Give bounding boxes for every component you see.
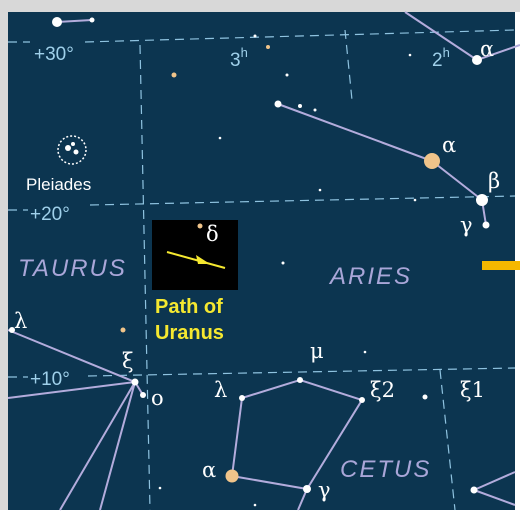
- star: [422, 394, 428, 400]
- path-arrow: [196, 255, 210, 264]
- star: [52, 17, 62, 27]
- star: [266, 45, 270, 49]
- dec-line: [84, 29, 516, 43]
- star: [281, 261, 285, 265]
- star-label: ξ2: [370, 378, 395, 402]
- star: [298, 104, 302, 108]
- star: [9, 327, 15, 333]
- star-label: γ: [318, 478, 331, 502]
- ra-label: 2h: [432, 45, 450, 71]
- star: [65, 145, 71, 151]
- pleiades-cluster: [57, 135, 87, 165]
- star: [274, 100, 282, 108]
- star: [482, 221, 490, 229]
- star: [239, 395, 245, 401]
- star: [424, 153, 440, 169]
- inset-star-label: δ: [206, 222, 219, 246]
- marker-bar: [482, 261, 520, 270]
- star-label: ξ: [122, 349, 134, 373]
- ra-label: 3h: [230, 45, 248, 71]
- line: [56, 19, 93, 23]
- constellation-label: TAURUS: [18, 255, 127, 282]
- cluster-ring: [57, 135, 87, 165]
- star: [89, 17, 95, 23]
- cluster-label: Pleiades: [26, 175, 91, 194]
- inset-caption: Uranus: [155, 322, 224, 344]
- star: [218, 136, 222, 140]
- uranus-path: [166, 251, 226, 269]
- star-label: ξ1: [460, 378, 485, 402]
- orange-stars: [120, 45, 440, 483]
- star: [476, 194, 488, 206]
- star: [71, 142, 75, 146]
- constellation-label: CETUS: [340, 456, 431, 483]
- star: [472, 55, 482, 65]
- star: [313, 108, 317, 112]
- star-label: λ: [14, 309, 27, 333]
- coordinate-grid: [8, 29, 516, 511]
- star: [285, 73, 289, 77]
- dec-label: +20°: [30, 204, 70, 225]
- ra-line: [344, 29, 456, 511]
- star: [408, 53, 412, 57]
- star-label: o: [151, 386, 164, 410]
- star: [197, 223, 203, 229]
- star: [120, 327, 126, 333]
- star: [171, 72, 177, 78]
- star: [318, 188, 322, 192]
- ra-hour: 3: [230, 50, 241, 71]
- star-label: μ: [310, 339, 324, 363]
- star-label: λ: [214, 378, 227, 402]
- star: [303, 485, 311, 493]
- star: [363, 350, 367, 354]
- star-label: γ: [460, 213, 473, 237]
- star: [73, 149, 79, 155]
- ra-unit: h: [241, 45, 248, 60]
- inset-box: [152, 220, 238, 290]
- star: [297, 377, 303, 383]
- star: [359, 397, 365, 403]
- star-label: α: [442, 133, 456, 157]
- star: [413, 198, 417, 202]
- star: [158, 486, 162, 490]
- ra-unit: h: [443, 45, 450, 60]
- stars: [9, 17, 490, 507]
- star: [253, 34, 257, 38]
- frame-bottom: [0, 510, 520, 521]
- star-label: α: [202, 458, 216, 482]
- star-label: β: [488, 169, 500, 193]
- cetus-line: [473, 471, 516, 506]
- star: [253, 503, 257, 507]
- star-label: α: [480, 37, 494, 61]
- star: [225, 469, 239, 483]
- constellation-label: ARIES: [328, 263, 412, 290]
- star: [470, 486, 478, 494]
- dec-line: [87, 367, 516, 377]
- dec-line: [89, 195, 516, 206]
- sky: [8, 12, 515, 510]
- star: [140, 392, 146, 398]
- ra-hour: 2: [432, 50, 443, 71]
- dec-label: +10°: [30, 369, 70, 390]
- ra-line: [139, 44, 151, 511]
- aries-line: [277, 103, 487, 226]
- inset-caption: Path of: [155, 296, 223, 318]
- dec-label: +30°: [34, 44, 74, 65]
- star: [131, 378, 139, 386]
